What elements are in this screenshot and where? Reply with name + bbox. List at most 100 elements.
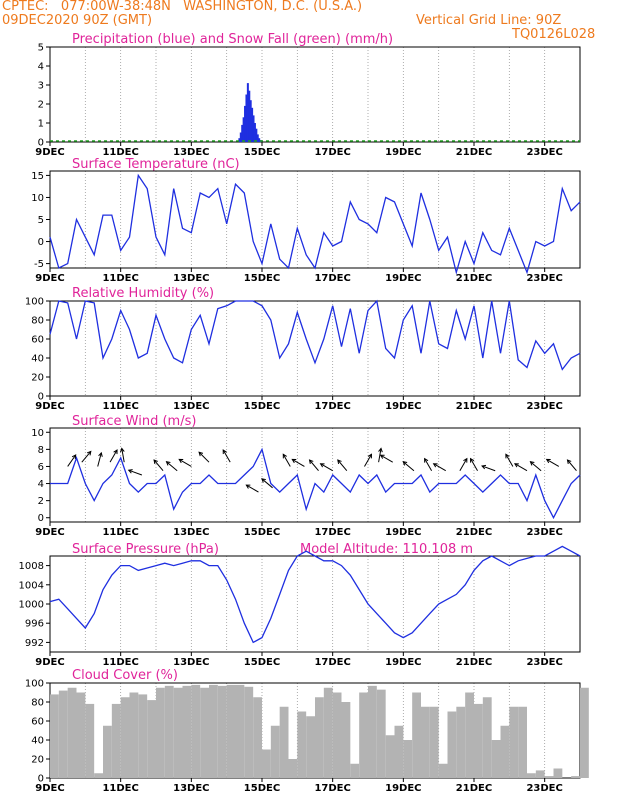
cloud-xtick-label: 9DEC	[35, 783, 64, 794]
cloud-bar	[173, 687, 183, 778]
cloud-xtick-label: 19DEC	[385, 783, 421, 794]
cloud-bar	[262, 749, 271, 778]
wind-arrow	[153, 459, 164, 472]
cloud-bar	[182, 685, 192, 778]
precipitation-xtick-label: 21DEC	[456, 147, 492, 158]
pressure-ytick-label: 1000	[19, 600, 44, 611]
wind-arrow-head	[291, 458, 297, 464]
precipitation-ytick-label: 4	[38, 62, 44, 73]
cloud-ytick-label: 0	[38, 774, 44, 785]
wind-xtick-label: 15DEC	[244, 527, 280, 538]
precipitation-ytick-label: 3	[38, 81, 44, 92]
wind-arrow	[470, 458, 478, 471]
temperature-xtick-label: 19DEC	[385, 273, 421, 284]
humidity-title: Relative Humidity (%)	[72, 286, 214, 301]
precipitation-xtick-label: 13DEC	[173, 147, 209, 158]
precipitation-xtick-label: 19DEC	[385, 147, 421, 158]
wind-arrow-head	[127, 469, 133, 474]
humidity-ytick-label: 80	[31, 316, 44, 327]
precip-bar	[249, 100, 252, 142]
pressure-xtick-label: 13DEC	[173, 657, 209, 668]
cloud-bar	[350, 763, 360, 778]
wind-arrow	[530, 461, 542, 472]
humidity-xtick-label: 21DEC	[456, 401, 492, 412]
cloud-bar	[270, 725, 280, 778]
wind-arrow-head	[178, 458, 184, 464]
wind-arrow-head	[98, 451, 103, 457]
precip-bar	[241, 124, 244, 142]
cloud-ytick-label: 80	[31, 698, 44, 709]
precipitation-ytick-label: 0	[38, 138, 44, 149]
precip-bar	[253, 123, 256, 142]
wind-arrow-head	[86, 450, 92, 456]
wind-arrow-head	[432, 463, 438, 468]
wind-ytick-label: 10	[31, 428, 44, 439]
model-code: TQ0126L028	[512, 27, 596, 42]
wind-arrow-head	[71, 454, 77, 460]
wind-arrow	[309, 459, 319, 472]
precip-bar	[245, 94, 248, 142]
cloud-xtick-label: 17DEC	[314, 783, 350, 794]
wind-arrow	[246, 484, 259, 493]
wind-title: Surface Wind (m/s)	[72, 414, 196, 429]
humidity-ytick-label: 20	[31, 373, 44, 384]
precip-bar	[258, 138, 261, 142]
pressure-ytick-label: 1004	[19, 580, 44, 591]
precipitation-xtick-label: 9DEC	[35, 147, 64, 158]
wind-plot: 0 2 4 6 8 10 9DEC 11DEC 13DEC 15DEC 17DEC 19DEC 21DE…	[31, 427, 581, 538]
precipitation-frame	[49, 46, 581, 143]
precipitation-panel: Precipitation (blue) and Snow Fall (gree…	[35, 32, 581, 158]
pressure-line	[49, 545, 581, 644]
cloud-plot: 0 20 40 60 80 100 9DEC 11DEC 13DEC 15DEC 17DEC 19DE…	[25, 679, 589, 794]
wind-arrow-head	[198, 451, 204, 457]
cloud-xtick-label: 15DEC	[244, 783, 280, 794]
wind-arrow	[282, 454, 291, 467]
cloud-bar	[394, 725, 404, 778]
wind-arrow	[433, 463, 446, 472]
wind-arrow-head	[245, 484, 251, 489]
cloud-bar	[217, 685, 227, 778]
wind-arrow	[166, 461, 178, 472]
cloud-panel: Cloud Cover (%) 0 20 40 60 80 100 9DEC 11DEC 13D…	[25, 668, 589, 794]
run-time: 09DEC2020 90Z (GMT)	[2, 13, 153, 28]
cloud-bar	[456, 706, 466, 778]
wind-arrow-head	[545, 458, 551, 464]
cloud-bar	[518, 706, 527, 778]
humidity-ytick-label: 100	[25, 297, 44, 308]
temperature-title: Surface Temperature (nC)	[72, 157, 240, 172]
precip-bar	[239, 132, 242, 142]
wind-arrow-head	[566, 459, 572, 465]
humidity-xtick-label: 15DEC	[244, 401, 280, 412]
cloud-bar	[297, 711, 307, 778]
precipitation-xtick-label: 11DEC	[102, 147, 138, 158]
humidity-ytick-label: 0	[38, 392, 44, 403]
pressure-ytick-label: 1008	[19, 561, 44, 572]
pressure-xtick-label: 11DEC	[102, 657, 138, 668]
wind-arrow	[380, 454, 393, 463]
wind-arrow	[320, 463, 333, 472]
wind-arrow	[178, 459, 192, 467]
wind-arrow-head	[319, 463, 325, 468]
cloud-bar	[76, 692, 86, 778]
wind-arrow	[222, 449, 231, 463]
wind-xtick-label: 21DEC	[456, 527, 492, 538]
cloud-bar	[147, 700, 156, 778]
temperature-xtick-label: 15DEC	[244, 273, 280, 284]
temperature-ytick-label: -5	[34, 259, 44, 270]
cloud-bar	[553, 768, 563, 778]
cloud-bar	[412, 692, 421, 778]
temperature-ytick-label: 5	[38, 215, 44, 226]
precipitation-ytick-label: 1	[38, 119, 44, 130]
cloud-bar	[209, 684, 218, 778]
wind-arrow	[514, 463, 528, 472]
cloud-bar	[200, 687, 209, 778]
precip-bar	[242, 117, 245, 142]
cloud-bar	[509, 706, 519, 778]
precip-bar	[246, 83, 249, 142]
wind-xtick-label: 9DEC	[35, 527, 64, 538]
wind-arrow	[337, 459, 348, 472]
cloud-bar	[359, 692, 368, 778]
cloud-bar	[67, 687, 77, 778]
wind-arrow-head	[463, 457, 468, 463]
wind-arrow-head	[222, 449, 227, 455]
